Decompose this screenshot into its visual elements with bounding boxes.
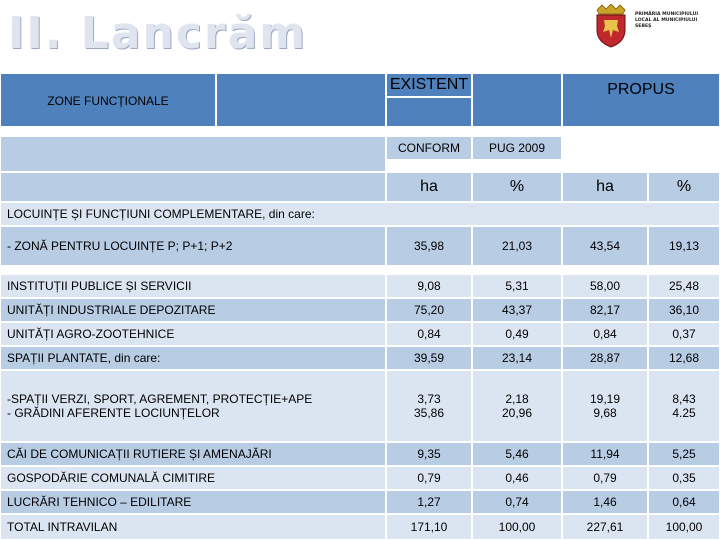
table-cell-ha-e: 35,98: [386, 226, 472, 266]
table-cell-pct-e: 23,14: [472, 346, 562, 370]
table-cell-ha-p: 58,00: [562, 274, 648, 298]
subheader-blank: [0, 136, 386, 172]
existent-header: EXISTENT: [386, 73, 472, 97]
cell-value-line: 35,86: [413, 406, 445, 420]
table-cell-ha-e: 9,08: [386, 274, 472, 298]
table-cell-ha-e: 39,59: [386, 346, 472, 370]
table-cell-pct-e: 0,49: [472, 322, 562, 346]
table-cell-pct-p: 12,68: [648, 346, 720, 370]
table-row-label: - ZONĂ PENTRU LOCUINȚE P; P+1; P+2: [0, 226, 386, 266]
table-cell-pct-e: 2,18 20,96: [472, 370, 562, 442]
municipality-logo: PRIMĂRIA MUNICIPIULUI LOCAL AL MUNICIPIU…: [591, 4, 719, 48]
table-cell-ha-p: 227,61: [562, 514, 648, 540]
table-row-label: -SPAȚII VERZI, SPORT, AGREMENT, PROTECȚI…: [0, 370, 386, 442]
cell-value-line: 9,68: [593, 406, 617, 420]
table-row-label: GOSPODĂRIE COMUNALĂ CIMITIRE: [0, 466, 386, 490]
logo-text: PRIMĂRIA MUNICIPIULUI LOCAL AL MUNICIPIU…: [635, 12, 699, 29]
unit-pct-existent: %: [472, 172, 562, 202]
table-cell-ha-p: 28,87: [562, 346, 648, 370]
propus-header: PROPUS: [562, 73, 720, 127]
cell-value-line: 8,43: [672, 392, 696, 406]
table-cell-ha-p: 1,46: [562, 490, 648, 514]
table-cell-pct-p: 5,25: [648, 442, 720, 466]
table-row-label: UNITĂȚI AGRO-ZOOTEHNICE: [0, 322, 386, 346]
table-row-label: INSTITUȚII PUBLICE ȘI SERVICII: [0, 274, 386, 298]
table-cell-pct-e: 21,03: [472, 226, 562, 266]
table-cell-pct-p: 19,13: [648, 226, 720, 266]
zone-header: ZONE FUNCȚIONALE: [0, 73, 216, 127]
existent-header-blank-2: [472, 73, 562, 127]
table-cell-pct-e: 100,00: [472, 514, 562, 540]
table-cell-pct-p: 0,37: [648, 322, 720, 346]
table-row-label: TOTAL INTRAVILAN: [0, 514, 386, 540]
table-cell-ha-e: 3,73 35,86: [386, 370, 472, 442]
table-cell-pct-p: 36,10: [648, 298, 720, 322]
table-cell-ha-p: 82,17: [562, 298, 648, 322]
cell-value-line: 19,19: [589, 392, 621, 406]
unit-ha-propus: ha: [562, 172, 648, 202]
existent-header-blank: [386, 97, 472, 127]
section-label: LOCUINȚE ȘI FUNCȚIUNI COMPLEMENTARE, din…: [0, 202, 720, 226]
table-row-label: LUCRĂRI TEHNICO – EDILITARE: [0, 490, 386, 514]
row-label-line: - GRĂDINI AFERENTE LOCIUNȚELOR: [7, 406, 220, 420]
unit-row-blank: [0, 172, 386, 202]
table-cell-pct-e: 0,74: [472, 490, 562, 514]
unit-ha-existent: ha: [386, 172, 472, 202]
table-cell-ha-p: 0,84: [562, 322, 648, 346]
table-cell-ha-p: 11,94: [562, 442, 648, 466]
table-cell-ha-e: 0,79: [386, 466, 472, 490]
page-title: II. Lancrăm: [8, 8, 308, 59]
table-cell-pct-e: 0,46: [472, 466, 562, 490]
cell-value-line: 4.25: [672, 406, 696, 420]
table-cell-ha-p: 19,19 9,68: [562, 370, 648, 442]
table-cell-pct-e: 5,31: [472, 274, 562, 298]
table-cell-ha-p: 0,79: [562, 466, 648, 490]
row-label-line: -SPAȚII VERZI, SPORT, AGREMENT, PROTECȚI…: [7, 392, 313, 406]
table-row-label: SPAȚII PLANTATE, din care:: [0, 346, 386, 370]
coat-of-arms-icon: [596, 4, 626, 48]
table-cell-pct-e: 43,37: [472, 298, 562, 322]
conform-header: CONFORM: [386, 136, 472, 160]
table-cell-ha-e: 171,10: [386, 514, 472, 540]
table-cell-ha-e: 9,35: [386, 442, 472, 466]
cell-value-line: 2,18: [505, 392, 529, 406]
table-cell-ha-e: 1,27: [386, 490, 472, 514]
table-cell-ha-p: 43,54: [562, 226, 648, 266]
table-cell-pct-p: 0,35: [648, 466, 720, 490]
table-row-label: UNITĂȚI INDUSTRIALE DEPOZITARE: [0, 298, 386, 322]
unit-pct-propus: %: [648, 172, 720, 202]
header-blank: [216, 73, 386, 127]
pug-header: PUG 2009: [472, 136, 562, 160]
table-cell-pct-p: 100,00: [648, 514, 720, 540]
table-cell-pct-p: 0,64: [648, 490, 720, 514]
table-cell-ha-e: 75,20: [386, 298, 472, 322]
table-cell-pct-p: 25,48: [648, 274, 720, 298]
cell-value-line: 20,96: [501, 406, 533, 420]
table-cell-pct-e: 5,46: [472, 442, 562, 466]
cell-value-line: 3,73: [417, 392, 441, 406]
table-cell-ha-e: 0,84: [386, 322, 472, 346]
table-row-label: CĂI DE COMUNICAȚII RUTIERE ȘI AMENAJĂRI: [0, 442, 386, 466]
table-cell-pct-p: 8,43 4.25: [648, 370, 720, 442]
